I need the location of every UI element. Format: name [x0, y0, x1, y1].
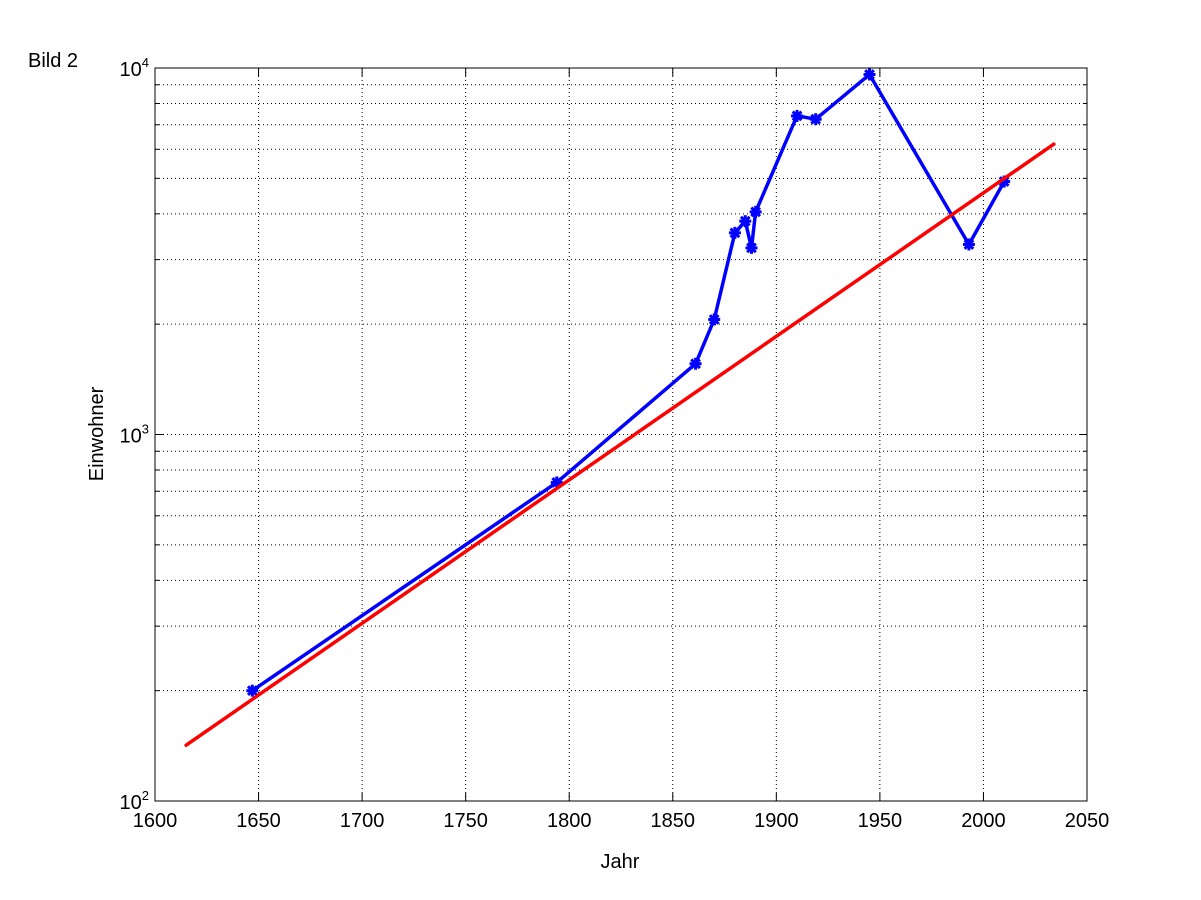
- x-axis-title: Jahr: [601, 851, 640, 873]
- x-tick-label: 2000: [961, 810, 1006, 832]
- y-tick-labels: 102 103 104: [120, 55, 149, 814]
- y-axis-title: Einwohner: [86, 386, 108, 481]
- y-tick-label: 102: [120, 788, 149, 814]
- data-point: [863, 68, 876, 81]
- x-tick-labels: 1600 1650 1700 1750 1800 1850 1900 1950 2000 2050: [133, 810, 1110, 832]
- data-point: [809, 113, 822, 126]
- x-tick-label: 1850: [651, 810, 696, 832]
- series-line-2: [184, 142, 1056, 747]
- x-tick-label: 1900: [754, 810, 799, 832]
- x-tick-label: 1700: [340, 810, 385, 832]
- data-point: [745, 241, 758, 254]
- x-tick-label: 2050: [1065, 810, 1110, 832]
- x-tick-label: 1950: [858, 810, 903, 832]
- data-point: [728, 226, 741, 239]
- data-point: [962, 238, 975, 251]
- figure-label: Bild 2: [28, 50, 79, 72]
- y-tick-label: 104: [120, 55, 149, 81]
- x-tick-label: 1800: [547, 810, 592, 832]
- x-tick-label: 1600: [133, 810, 178, 832]
- data-point: [708, 313, 721, 326]
- data-point: [689, 357, 702, 370]
- x-tick-label: 1650: [236, 810, 281, 832]
- plot-frame: [154, 67, 1088, 802]
- series: [184, 68, 1056, 747]
- x-tick-label: 1750: [443, 810, 488, 832]
- y-tick-label: 103: [120, 422, 149, 448]
- data-point: [246, 684, 259, 697]
- data-point: [749, 205, 762, 218]
- data-point: [791, 109, 804, 122]
- data-point: [739, 215, 752, 228]
